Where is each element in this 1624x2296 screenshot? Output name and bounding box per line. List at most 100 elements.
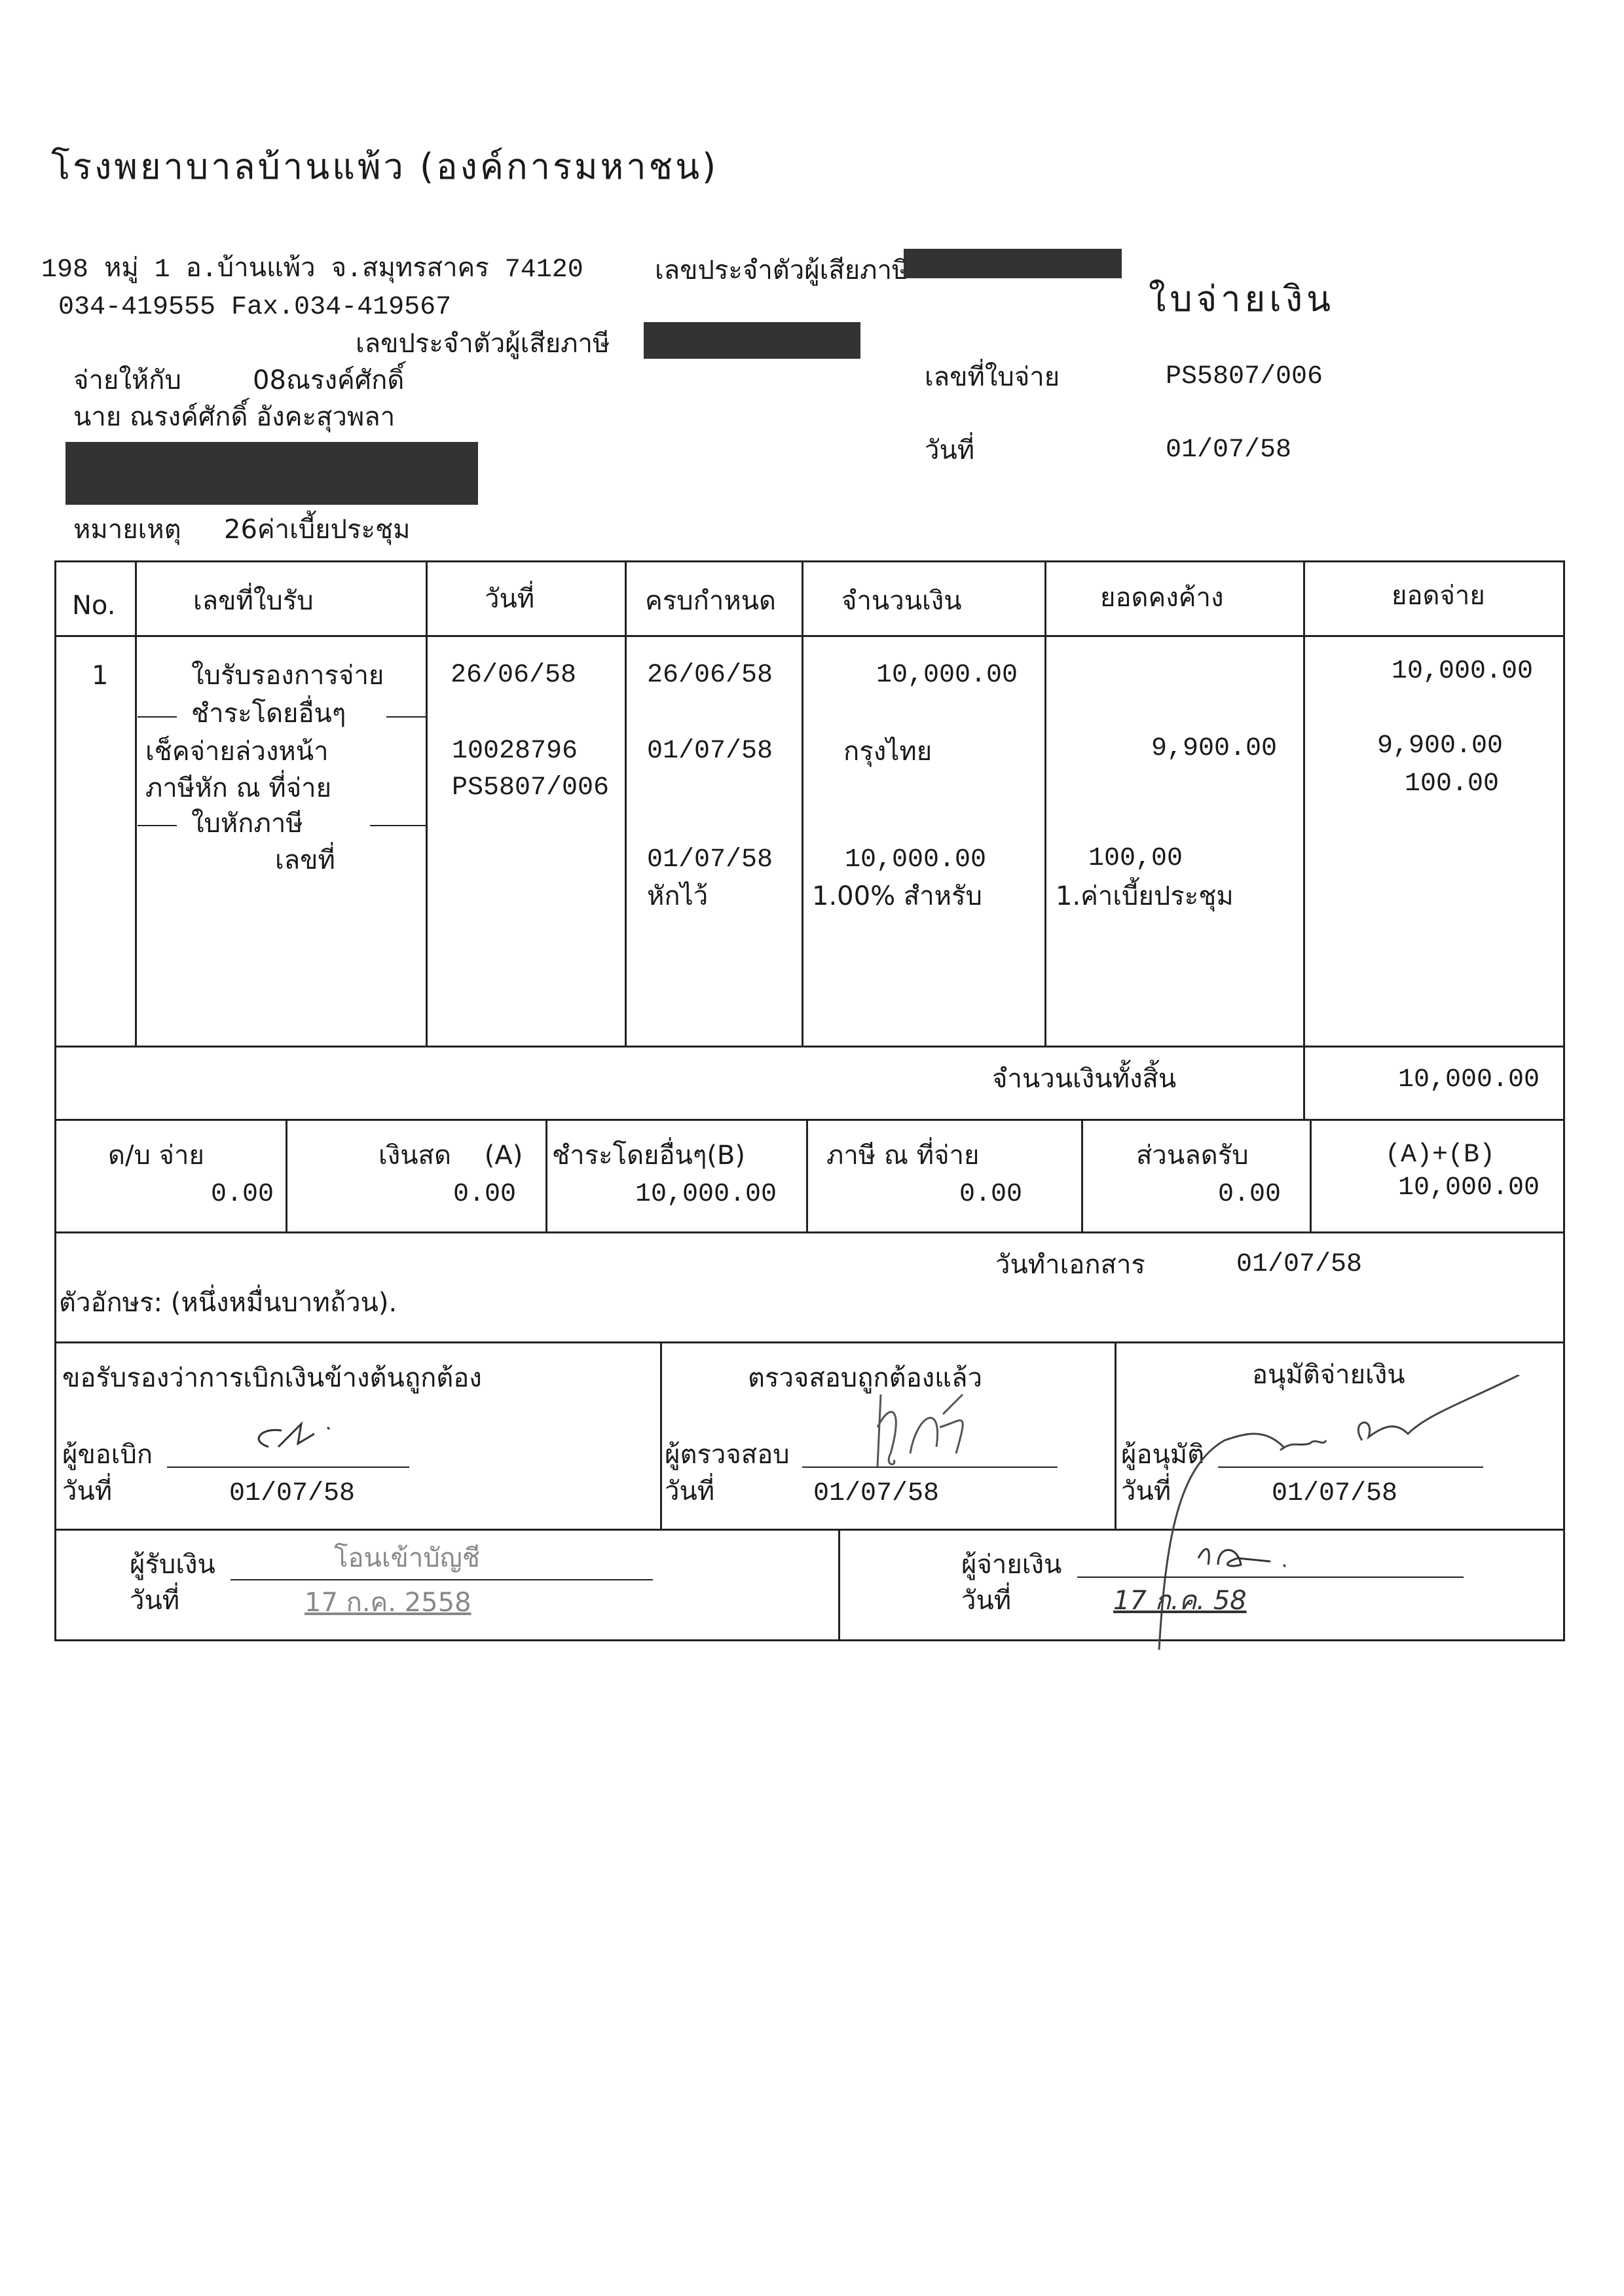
redacted-tax-id [904, 249, 1122, 278]
org-name: โรงพยาบาลบ้านแพ้ว (องค์การมหาชน) [51, 146, 719, 187]
summary-label: ภาษี ณ ที่จ่าย [826, 1140, 980, 1171]
date-line: 26/06/58 [451, 661, 577, 690]
receipt-line: ใบรับรองการจ่าย [191, 661, 384, 691]
due-line: 01/07/58 [647, 737, 773, 766]
request-date-label: วันที่ [62, 1476, 113, 1506]
check-signature [876, 1393, 964, 1467]
summary-label: ส่วนลดรับ [1136, 1140, 1249, 1171]
summary-value: 0.00 [959, 1180, 1023, 1209]
tax-id-label: เลขประจำตัวผู้เสียภาษี [655, 255, 910, 285]
signature-line [1218, 1467, 1483, 1468]
divider [54, 1119, 1565, 1121]
doc-date-value: 01/07/58 [1236, 1250, 1363, 1279]
voucher-number: PS5807/006 [1166, 362, 1323, 392]
signature-line [231, 1579, 653, 1580]
payer-role: ผู้จ่ายเงิน [961, 1550, 1062, 1580]
receiver-date-label: วันที่ [130, 1586, 180, 1616]
remark-label: หมายเหตุ [73, 515, 181, 545]
check-role: ผู้ตรวจสอบ [665, 1440, 790, 1470]
summary-value: 0.00 [453, 1180, 517, 1209]
amount-in-words: ตัวอักษร: (หนึ่งหมื่นบาทถ้วน). [59, 1288, 397, 1318]
redacted-address [65, 442, 478, 505]
total-value: 10,000.00 [1398, 1065, 1540, 1095]
outstanding-line: 9,900.00 [1151, 734, 1278, 763]
divider [54, 1529, 1565, 1531]
receipt-line: ภาษีหัก ณ ที่จ่าย [145, 773, 332, 803]
header-due: ครบกำหนด [645, 586, 776, 616]
request-signature [257, 1421, 331, 1448]
divider [660, 1341, 662, 1529]
amount-line: กรุงไทย [843, 737, 932, 767]
divider [386, 716, 426, 718]
divider [54, 1046, 1565, 1048]
paid-line: 10,000.00 [1392, 657, 1534, 686]
pay-to-label: จ่ายให้กับ [73, 365, 181, 395]
summary-label: ชำระโดยอื่นๆ(B) [552, 1140, 745, 1171]
request-date: 01/07/58 [229, 1479, 356, 1508]
summary-label: ด/บ จ่าย [108, 1140, 204, 1171]
header-amount: จำนวนเงิน [841, 586, 962, 616]
divider [545, 1119, 547, 1231]
amount-line: 10,000.00 [845, 845, 987, 875]
address: 198 หมู่ 1 อ.บ้านแพ้ว จ.สมุทรสาคร 74120 [41, 255, 583, 285]
summary-value: 10,000.00 [635, 1180, 777, 1209]
amount-line: 10,000.00 [876, 661, 1018, 690]
payer-signature [1197, 1548, 1287, 1568]
receiver-role: ผู้รับเงิน [130, 1550, 215, 1580]
due-line: หักไว้ [647, 881, 709, 911]
receipt-line: เลขที่ [275, 845, 335, 875]
payee-tax-id-label: เลขประจำตัวผู้เสียภาษี [356, 329, 610, 359]
header-paid: ยอดจ่าย [1392, 581, 1485, 611]
paid-line: 9,900.00 [1377, 731, 1504, 761]
due-line: 26/06/58 [647, 661, 773, 690]
receipt-line: ชำระโดยอื่นๆ [191, 699, 346, 729]
divider [1081, 1119, 1083, 1231]
date-line: PS5807/006 [452, 773, 610, 803]
check-title: ตรวจสอบถูกต้องแล้ว [748, 1363, 982, 1393]
due-line: 01/07/58 [647, 845, 773, 875]
divider [1115, 1341, 1116, 1529]
summary-value: 0.00 [211, 1180, 274, 1209]
divider [838, 1529, 840, 1641]
divider [54, 1341, 1565, 1343]
approve-role: ผู้อนุมัติ [1121, 1440, 1205, 1470]
summary-value: 0.00 [1218, 1180, 1282, 1209]
divider [1310, 1119, 1312, 1231]
summary-label: เงินสด (A) [378, 1140, 523, 1171]
items-table [54, 560, 1565, 1641]
header-date: วันที่ [485, 584, 535, 614]
header-no: No. [72, 591, 116, 621]
total-label: จำนวนเงินทั้งสิ้น [992, 1064, 1177, 1094]
approve-signature [1158, 1375, 1520, 1650]
signature-line [1077, 1576, 1464, 1578]
signature-line [802, 1467, 1058, 1468]
divider [1044, 560, 1046, 1046]
redacted-payee-tax-id [644, 322, 860, 359]
receiver-date: 17 ก.ค. 2558 [304, 1588, 471, 1618]
signature-line [167, 1467, 409, 1468]
payee-name: นาย ณรงค์ศักดิ์ อังคะสุวพลา [73, 402, 396, 432]
divider [138, 716, 177, 718]
row-no: 1 [92, 661, 109, 691]
header-receipt-no: เลขที่ใบรับ [193, 586, 314, 616]
divider [802, 560, 803, 1046]
divider [54, 635, 1565, 637]
phone-fax: 034-419555 Fax.034-419567 [58, 293, 452, 322]
receipt-line: เช็คจ่ายล่วงหน้า [145, 737, 329, 767]
divider [625, 560, 627, 1046]
voucher-number-label: เลขที่ใบจ่าย [925, 362, 1060, 392]
summary-value: 10,000.00 [1398, 1173, 1540, 1203]
receiver-value: โอนเข้าบัญชี [334, 1543, 480, 1573]
divider [1303, 560, 1305, 1119]
receipt-line: ใบหักภาษี [191, 809, 303, 839]
voucher-date-label: วันที่ [925, 435, 975, 465]
check-date-label: วันที่ [665, 1476, 715, 1506]
approve-title: อนุมัติจ่ายเงิน [1252, 1360, 1405, 1390]
divider [286, 1119, 287, 1231]
amount-line: 1.00% สำหรับ [812, 881, 982, 911]
divider [54, 1231, 1565, 1233]
payer-date-label: วันที่ [961, 1586, 1012, 1616]
date-line: 10028796 [452, 737, 578, 766]
voucher-date: 01/07/58 [1166, 435, 1292, 465]
divider [806, 1119, 808, 1231]
